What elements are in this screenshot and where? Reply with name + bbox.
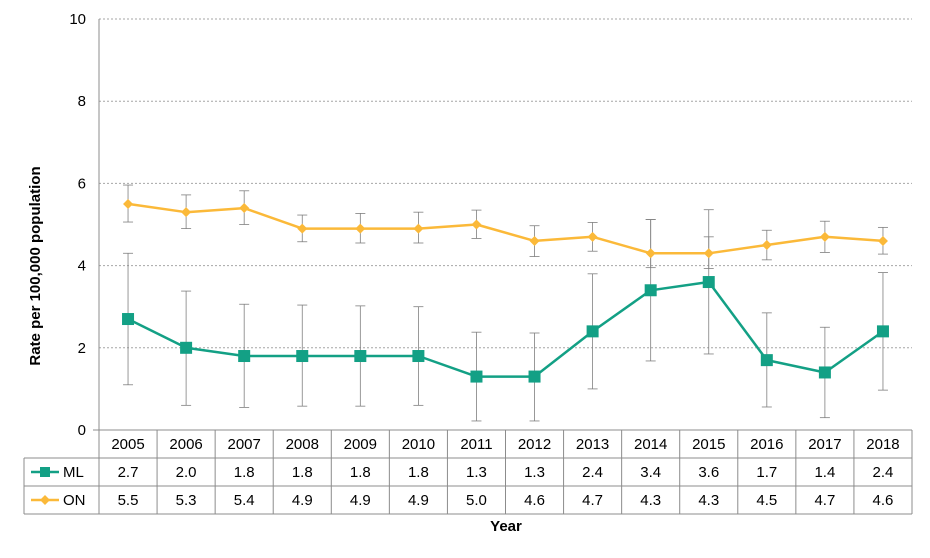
table-cell-ml: 2.0 bbox=[176, 464, 197, 481]
table-cell-ml: 1.8 bbox=[292, 464, 313, 481]
data-point-on bbox=[413, 223, 424, 234]
x-tick-label: 2012 bbox=[518, 436, 551, 453]
data-point-ml bbox=[528, 370, 541, 383]
data-point-on bbox=[123, 198, 134, 209]
y-tick-label: 8 bbox=[78, 93, 86, 110]
data-point-on bbox=[819, 231, 830, 242]
y-tick-label: 4 bbox=[78, 258, 86, 275]
data-point-ml bbox=[354, 350, 367, 363]
table-cell-ml: 1.8 bbox=[350, 464, 371, 481]
legend-label-on: ON bbox=[63, 492, 86, 509]
data-point-ml bbox=[412, 350, 425, 363]
series-markers bbox=[122, 198, 889, 383]
x-tick-label: 2013 bbox=[576, 436, 609, 453]
table-cell-ml: 3.4 bbox=[640, 464, 661, 481]
table-cell-on: 4.7 bbox=[582, 492, 603, 509]
x-tick-label: 2018 bbox=[866, 436, 899, 453]
data-point-on bbox=[703, 248, 714, 259]
data-point-on bbox=[529, 235, 540, 246]
table-cell-ml: 1.8 bbox=[234, 464, 255, 481]
x-tick-label: 2008 bbox=[286, 436, 319, 453]
x-tick-label: 2009 bbox=[344, 436, 377, 453]
table-cell-on: 4.6 bbox=[524, 492, 545, 509]
table-cell-ml: 1.3 bbox=[524, 464, 545, 481]
data-point-on bbox=[297, 223, 308, 234]
table-cell-on: 5.0 bbox=[466, 492, 487, 509]
data-point-ml bbox=[586, 325, 599, 338]
data-point-on bbox=[587, 231, 598, 242]
y-tick-label: 0 bbox=[78, 422, 86, 439]
table-cell-on: 4.3 bbox=[640, 492, 661, 509]
x-tick-label: 2006 bbox=[169, 436, 202, 453]
data-point-on bbox=[471, 219, 482, 230]
table-cell-ml: 1.7 bbox=[756, 464, 777, 481]
table-cell-ml: 1.8 bbox=[408, 464, 429, 481]
table-cell-ml: 2.4 bbox=[582, 464, 603, 481]
y-axis-ticks: 0 2 4 6 8 10 bbox=[69, 11, 86, 439]
data-point-ml bbox=[470, 370, 483, 383]
table-cell-ml: 2.4 bbox=[873, 464, 894, 481]
data-point-ml bbox=[644, 284, 657, 297]
y-tick-label: 2 bbox=[78, 340, 86, 357]
error-bars bbox=[123, 184, 888, 422]
table-cell-ml: 1.3 bbox=[466, 464, 487, 481]
data-point-ml bbox=[122, 313, 135, 326]
table-cell-on: 5.5 bbox=[118, 492, 139, 509]
x-tick-label: 2014 bbox=[634, 436, 667, 453]
x-tick-label: 2017 bbox=[808, 436, 841, 453]
table-cell-on: 5.3 bbox=[176, 492, 197, 509]
table-cell-on: 4.9 bbox=[350, 492, 371, 509]
table-cell-on: 4.7 bbox=[814, 492, 835, 509]
data-table: 2005 2006 2007 2008 2009 2010 2011 2012 2013 2014… bbox=[23, 429, 913, 515]
table-cell-on: 4.3 bbox=[698, 492, 719, 509]
data-point-on bbox=[181, 207, 192, 218]
legend-label-ml: ML bbox=[63, 464, 84, 481]
y-tick-label: 10 bbox=[69, 11, 86, 28]
data-point-ml bbox=[180, 341, 193, 354]
legend-key-marker-ml bbox=[40, 467, 50, 477]
data-point-ml bbox=[702, 276, 715, 289]
gridlines bbox=[93, 18, 912, 431]
x-axis-title: Year bbox=[490, 518, 522, 535]
legend-key-marker-on bbox=[40, 495, 50, 505]
x-tick-label: 2010 bbox=[402, 436, 435, 453]
data-point-ml bbox=[760, 354, 773, 367]
data-point-on bbox=[877, 235, 888, 246]
series-lines bbox=[127, 202, 884, 378]
table-cell-ml: 1.4 bbox=[814, 464, 835, 481]
series-line-ml bbox=[127, 280, 884, 378]
table-cell-on: 4.6 bbox=[873, 492, 894, 509]
table-cell-ml: 3.6 bbox=[698, 464, 719, 481]
table-cell-on: 5.4 bbox=[234, 492, 255, 509]
data-point-ml bbox=[876, 325, 889, 338]
data-point-on bbox=[239, 203, 250, 214]
data-point-ml bbox=[818, 366, 831, 379]
data-point-on bbox=[761, 240, 772, 251]
table-cell-ml: 2.7 bbox=[118, 464, 139, 481]
x-tick-label: 2011 bbox=[460, 436, 492, 453]
y-axis-title: Rate per 100,000 population bbox=[27, 166, 44, 365]
x-tick-label: 2005 bbox=[111, 436, 144, 453]
table-cell-on: 4.5 bbox=[756, 492, 777, 509]
series-line-on bbox=[127, 202, 884, 255]
x-tick-label: 2007 bbox=[227, 436, 260, 453]
y-tick-label: 6 bbox=[78, 175, 86, 192]
data-point-ml bbox=[238, 350, 251, 363]
x-tick-label: 2016 bbox=[750, 436, 783, 453]
x-tick-label: 2015 bbox=[692, 436, 725, 453]
data-point-ml bbox=[296, 350, 309, 363]
table-cell-on: 4.9 bbox=[292, 492, 313, 509]
data-point-on bbox=[645, 248, 656, 259]
table-cell-on: 4.9 bbox=[408, 492, 429, 509]
data-point-on bbox=[355, 223, 366, 234]
